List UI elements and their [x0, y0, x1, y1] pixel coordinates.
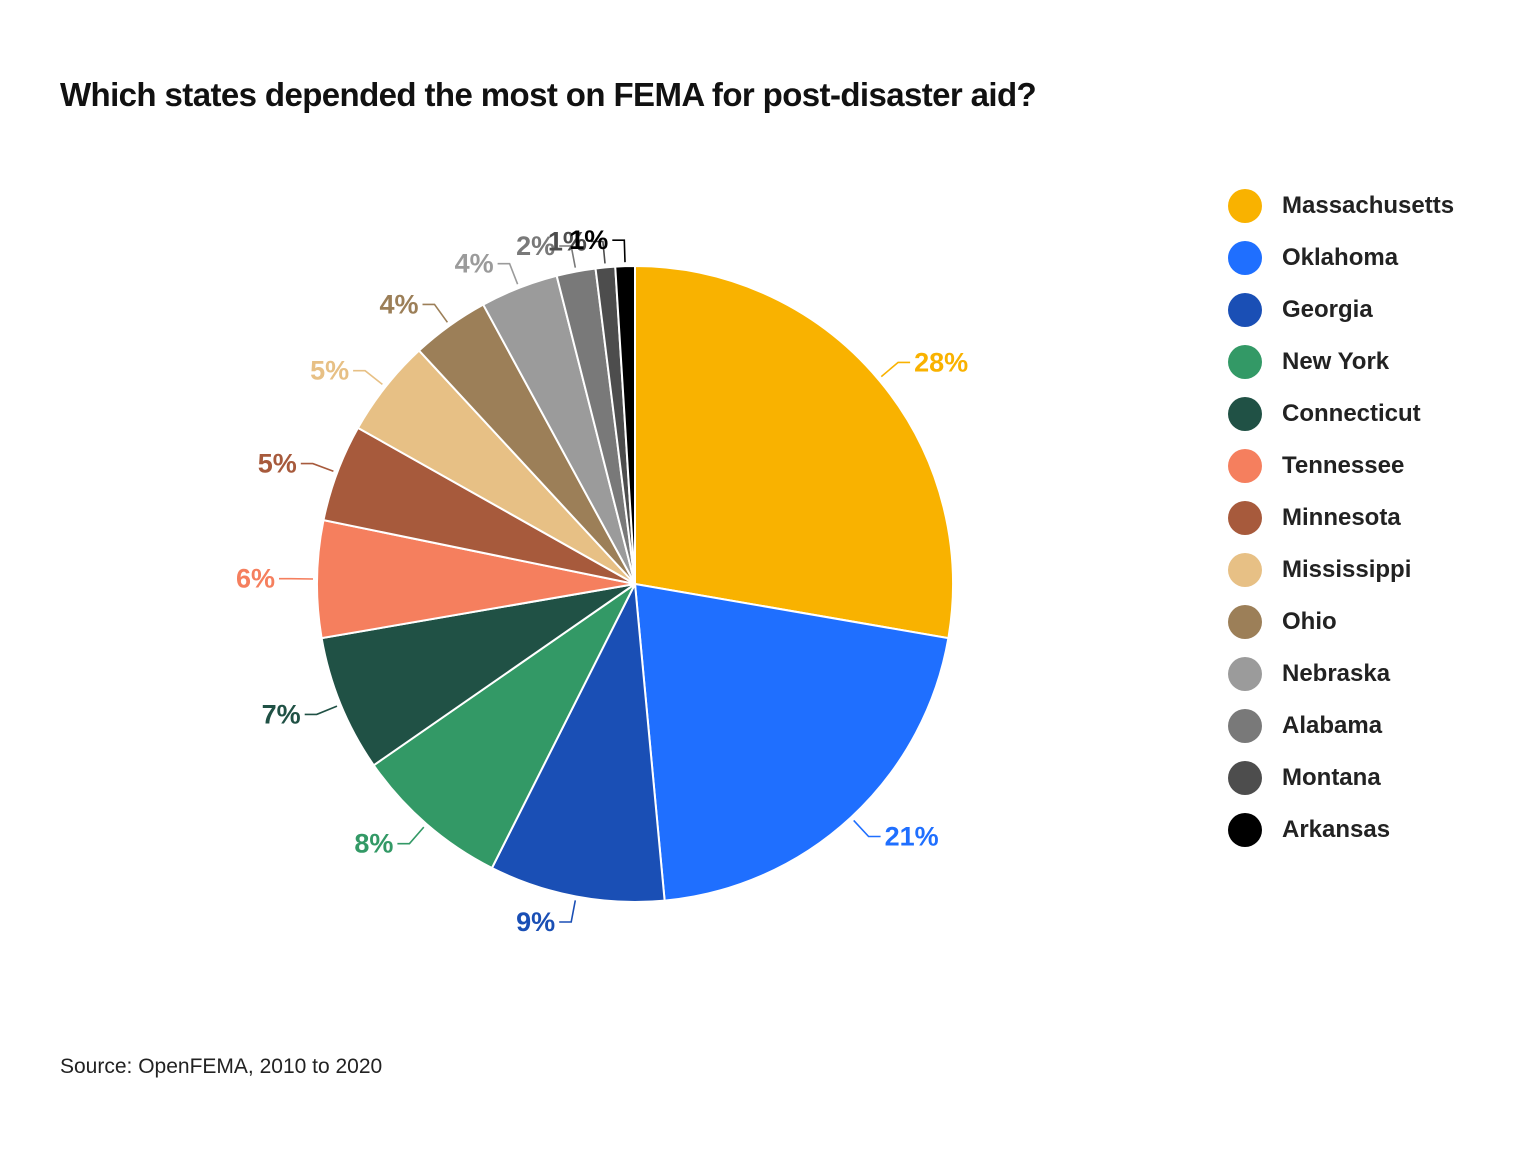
legend-swatch — [1228, 709, 1262, 743]
source-note: Source: OpenFEMA, 2010 to 2020 — [60, 1055, 383, 1078]
legend-label: New York — [1282, 348, 1390, 375]
legend-label: Mississippi — [1282, 556, 1412, 583]
label-new-york: 8% — [354, 829, 393, 859]
label-minnesota: 5% — [258, 449, 297, 479]
legend-label: Alabama — [1282, 712, 1383, 739]
slice-oklahoma — [633, 582, 950, 902]
pie-slices — [316, 264, 954, 904]
legend-swatch — [1228, 761, 1262, 795]
leader-connecticut — [304, 705, 338, 716]
legend-label: Minnesota — [1282, 504, 1401, 531]
label-mississippi: 5% — [310, 356, 349, 386]
legend-item-mississippi: Mississippi — [1228, 544, 1454, 596]
legend-label: Ohio — [1282, 608, 1337, 635]
legend-label: Montana — [1282, 764, 1381, 791]
legend-item-nebraska: Nebraska — [1228, 648, 1454, 700]
leader-georgia — [559, 900, 577, 923]
label-nebraska: 4% — [455, 249, 494, 279]
slice-georgia — [490, 580, 666, 904]
label-massachusetts: 28% — [914, 347, 968, 377]
leader-minnesota — [300, 462, 334, 473]
pie-percent-labels: 28%21%9%8%7%6%5%5%4%4%2%1%1% — [236, 225, 968, 937]
label-tennessee: 6% — [236, 564, 275, 594]
label-oklahoma: 21% — [885, 822, 939, 852]
label-ohio: 4% — [379, 289, 418, 319]
legend-swatch — [1228, 813, 1262, 847]
legend-item-tennessee: Tennessee — [1228, 440, 1454, 492]
legend-label: Massachusetts — [1282, 192, 1455, 219]
legend-item-alabama: Alabama — [1228, 700, 1454, 752]
leader-mississippi — [353, 369, 383, 386]
legend-swatch — [1228, 605, 1262, 639]
leader-nebraska — [497, 262, 519, 285]
legend-swatch — [1228, 501, 1262, 535]
legend-item-ohio: Ohio — [1228, 596, 1454, 648]
legend-swatch — [1228, 189, 1262, 223]
legend-label: Connecticut — [1282, 400, 1421, 427]
label-connecticut: 7% — [262, 699, 301, 729]
legend-label: Georgia — [1282, 296, 1373, 323]
legend-item-connecticut: Connecticut — [1228, 388, 1454, 440]
legend-item-georgia: Georgia — [1228, 284, 1454, 336]
legend-swatch — [1228, 345, 1262, 379]
legend-item-massachusetts: Massachusetts — [1228, 180, 1454, 232]
slice-massachusetts — [634, 264, 954, 640]
label-arkansas: 1% — [569, 225, 608, 255]
label-alabama: 2% — [516, 231, 555, 261]
legend-swatch — [1228, 553, 1262, 587]
slice-connecticut — [320, 583, 636, 767]
legend: Massachusetts Oklahoma Georgia New York Conn… — [1228, 180, 1454, 856]
label-georgia: 9% — [516, 907, 555, 937]
legend-label: Nebraska — [1282, 660, 1391, 687]
legend-label: Tennessee — [1282, 452, 1405, 479]
leader-oklahoma — [853, 819, 881, 838]
legend-swatch — [1228, 397, 1262, 431]
legend-item-montana: Montana — [1228, 752, 1454, 804]
legend-swatch — [1228, 657, 1262, 691]
label-leader-lines — [279, 239, 911, 923]
legend-swatch — [1228, 293, 1262, 327]
legend-item-arkansas: Arkansas — [1228, 804, 1454, 856]
leader-montana — [590, 240, 606, 264]
legend-item-minnesota: Minnesota — [1228, 492, 1454, 544]
slice-new-york — [372, 583, 636, 870]
legend-swatch — [1228, 241, 1262, 275]
leader-new-york — [397, 826, 425, 845]
label-montana: 1% — [548, 227, 587, 257]
leader-arkansas — [612, 239, 626, 263]
legend-label: Arkansas — [1282, 816, 1391, 843]
leader-massachusetts — [880, 361, 911, 378]
leader-ohio — [422, 303, 449, 323]
leader-alabama — [559, 245, 577, 268]
chart-title: Which states depended the most on FEMA f… — [60, 76, 1037, 113]
pie-chart: 28%21%9%8%7%6%5%5%4%4%2%1%1% — [236, 225, 968, 937]
slice-arkansas — [614, 264, 636, 585]
legend-item-new-york: New York — [1228, 336, 1454, 388]
legend-swatch — [1228, 449, 1262, 483]
legend-item-oklahoma: Oklahoma — [1228, 232, 1454, 284]
legend-label: Oklahoma — [1282, 244, 1399, 271]
